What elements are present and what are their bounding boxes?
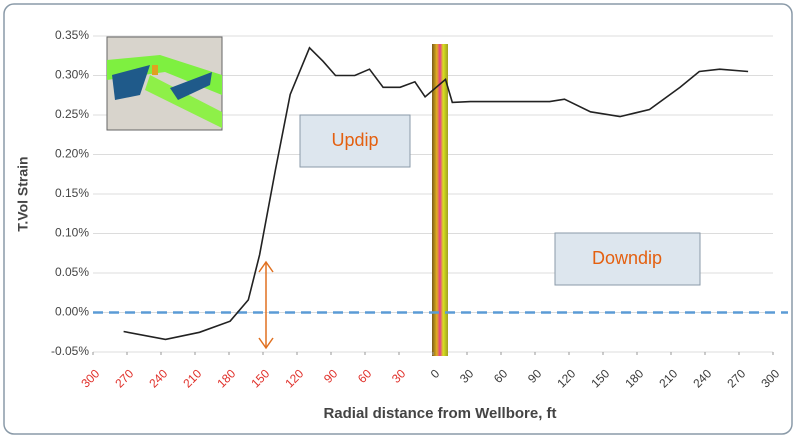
y-tick-label: 0.30% bbox=[55, 68, 89, 82]
y-tick-label: 0.20% bbox=[55, 147, 89, 161]
y-tick-label: -0.05% bbox=[51, 344, 89, 358]
x-axis-label: Radial distance from Wellbore, ft bbox=[323, 405, 556, 422]
y-tick-label: 0.10% bbox=[55, 226, 89, 240]
y-tick-label: 0.05% bbox=[55, 265, 89, 279]
chart: Updip Downdip T.Vol Strain Radial distan… bbox=[0, 0, 798, 439]
y-tick-label: 0.15% bbox=[55, 186, 89, 200]
inset-image bbox=[107, 37, 222, 130]
y-tick-label: 0.00% bbox=[55, 305, 89, 319]
y-tick-label: 0.35% bbox=[55, 28, 89, 42]
y-tick-label: 0.25% bbox=[55, 107, 89, 121]
y-axis-label: T.Vol Strain bbox=[15, 156, 31, 231]
annotation: Updip bbox=[331, 130, 378, 150]
wellbore bbox=[432, 44, 448, 356]
annotation: Downdip bbox=[592, 248, 662, 268]
